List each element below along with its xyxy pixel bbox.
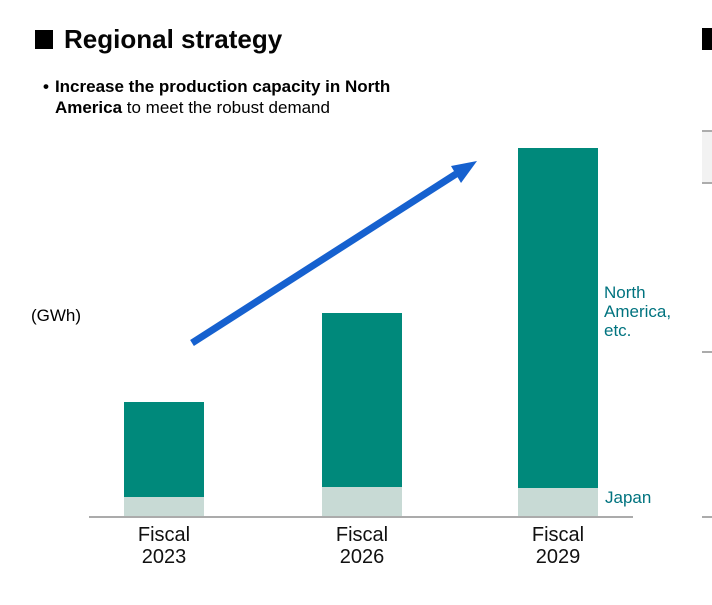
adjacent-panel-line-fragment: [702, 351, 712, 353]
stacked-bar-fiscal-2023: [124, 402, 204, 516]
bullet-text-bold: Increase the production capacity in Nort…: [54, 77, 391, 117]
bar-segment-north-america-etc: [518, 148, 598, 488]
section-header: Regional strategy: [35, 24, 282, 55]
section-marker-icon: [35, 30, 53, 49]
x-axis-line: [89, 516, 633, 518]
x-axis-category-label: Fiscal 2026: [335, 524, 389, 568]
x-axis-category-label: Fiscal 2023: [137, 524, 191, 568]
bullet-point: • Increase the production capacity in No…: [43, 76, 403, 118]
y-axis-unit-label: (GWh): [31, 306, 82, 325]
series-label-japan: Japan: [605, 488, 652, 507]
bar-segment-japan: [124, 497, 204, 516]
bar-segment-japan: [518, 488, 598, 516]
adjacent-panel-axis-fragment: [702, 516, 712, 518]
bar-segment-north-america-etc: [322, 313, 402, 487]
adjacent-section-marker-icon: [702, 28, 712, 50]
adjacent-panel-fragment: [702, 130, 712, 184]
bar-segment-north-america-etc: [124, 402, 204, 497]
series-label-north-america: North America, etc.: [604, 283, 672, 340]
bullet-dot-icon: •: [43, 77, 49, 96]
x-axis-category-label: Fiscal 2029: [531, 524, 585, 568]
page-title: Regional strategy: [64, 24, 283, 54]
stacked-bar-fiscal-2026: [322, 313, 402, 516]
stacked-bar-fiscal-2029: [518, 148, 598, 516]
bar-segment-japan: [322, 487, 402, 516]
bullet-text-rest: to meet the robust demand: [122, 98, 330, 117]
bullet-text: Increase the production capacity in Nort…: [55, 76, 400, 118]
